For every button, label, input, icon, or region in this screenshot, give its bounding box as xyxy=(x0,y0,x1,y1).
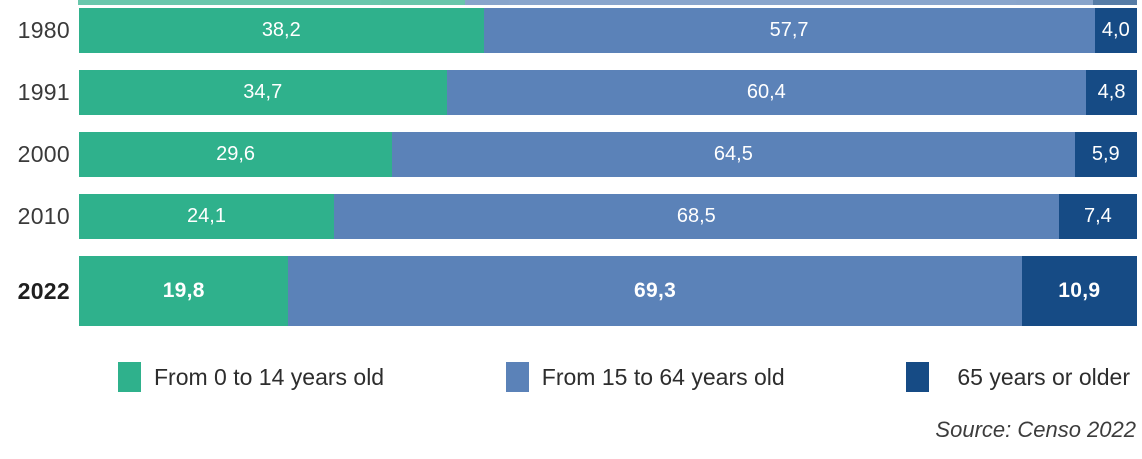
stacked-bar: 34,7 60,4 4,8 xyxy=(79,70,1137,115)
legend-label: From 15 to 64 years old xyxy=(541,363,785,390)
bar-segment: 68,5 xyxy=(333,194,1059,239)
bar-segment: 4,0 xyxy=(1094,8,1137,53)
value-label: 4,0 xyxy=(1101,19,1130,41)
source-note: Source: Censo 2022 xyxy=(935,417,1136,442)
bar-segment: 38,2 xyxy=(79,8,484,53)
value-label: 29,6 xyxy=(216,143,256,165)
navy-swatch-icon xyxy=(906,362,930,392)
stacked-bar: 29,6 64,5 5,9 xyxy=(79,132,1137,177)
green-swatch-icon xyxy=(118,362,141,392)
legend-label: From 0 to 14 years old xyxy=(154,363,385,390)
year-label: 1980 xyxy=(17,17,70,43)
cropped-bar-segment xyxy=(78,0,465,5)
cropped-bar-segment xyxy=(464,0,1093,5)
value-label: 7,4 xyxy=(1083,205,1112,227)
chart-rows: 1980 38,2 57,7 4,0 1991 34,7 60,4 4,8 2000 29,6 64… xyxy=(0,8,1142,326)
value-label: 24,1 xyxy=(187,205,226,227)
value-label: 34,7 xyxy=(243,81,283,103)
value-label: 4,8 xyxy=(1097,81,1126,103)
value-label: 60,4 xyxy=(746,81,786,103)
value-label: 64,5 xyxy=(713,143,753,165)
bar-segment: 24,1 xyxy=(79,194,334,239)
bar-segment: 34,7 xyxy=(79,70,447,115)
year-label: 1991 xyxy=(17,79,70,105)
value-label: 10,9 xyxy=(1058,279,1101,302)
stacked-bar: 38,2 57,7 4,0 xyxy=(79,8,1137,53)
value-label: 57,7 xyxy=(769,19,809,41)
cropped-bar-segment xyxy=(1092,0,1137,5)
chart-row-1980: 1980 38,2 57,7 4,0 xyxy=(0,8,1137,53)
year-label: 2000 xyxy=(17,141,70,167)
value-label: 38,2 xyxy=(261,19,301,41)
stacked-bar: 24,1 68,5 7,4 xyxy=(79,194,1138,239)
value-label: 68,5 xyxy=(676,205,716,227)
chart-legend: From 0 to 14 years old From 15 to 64 yea… xyxy=(118,362,1130,392)
cropped-top-bar xyxy=(78,0,1137,5)
year-label: 2010 xyxy=(17,203,70,229)
chart-row-2010: 2010 24,1 68,5 7,4 xyxy=(0,194,1138,239)
bar-segment: 64,5 xyxy=(392,132,1075,177)
value-label: 19,8 xyxy=(162,279,205,302)
legend-item-15-64: From 15 to 64 years old xyxy=(505,362,785,392)
year-label: 2022 xyxy=(17,277,70,304)
value-label: 5,9 xyxy=(1091,143,1120,165)
bar-segment: 7,4 xyxy=(1058,194,1138,239)
stacked-bar: 19,8 69,3 10,9 xyxy=(79,256,1137,326)
bar-segment: 5,9 xyxy=(1074,132,1137,177)
legend-item-0-14: From 0 to 14 years old xyxy=(118,362,384,392)
bar-segment: 29,6 xyxy=(79,132,393,177)
chart-row-1991: 1991 34,7 60,4 4,8 xyxy=(0,70,1137,115)
blue-swatch-icon xyxy=(505,362,529,392)
chart-row-2000: 2000 29,6 64,5 5,9 xyxy=(0,132,1137,177)
bar-segment: 69,3 xyxy=(288,256,1022,326)
value-label: 69,3 xyxy=(634,279,677,302)
chart-row-2022: 2022 19,8 69,3 10,9 xyxy=(0,256,1137,326)
bar-segment: 60,4 xyxy=(446,70,1087,115)
legend-label: 65 years or older xyxy=(957,363,1130,390)
bar-segment: 19,8 xyxy=(79,256,289,326)
bar-segment: 10,9 xyxy=(1021,256,1137,326)
legend-item-65-plus: 65 years or older xyxy=(906,362,1130,392)
bar-segment: 57,7 xyxy=(483,8,1095,53)
bar-segment: 4,8 xyxy=(1086,70,1137,115)
